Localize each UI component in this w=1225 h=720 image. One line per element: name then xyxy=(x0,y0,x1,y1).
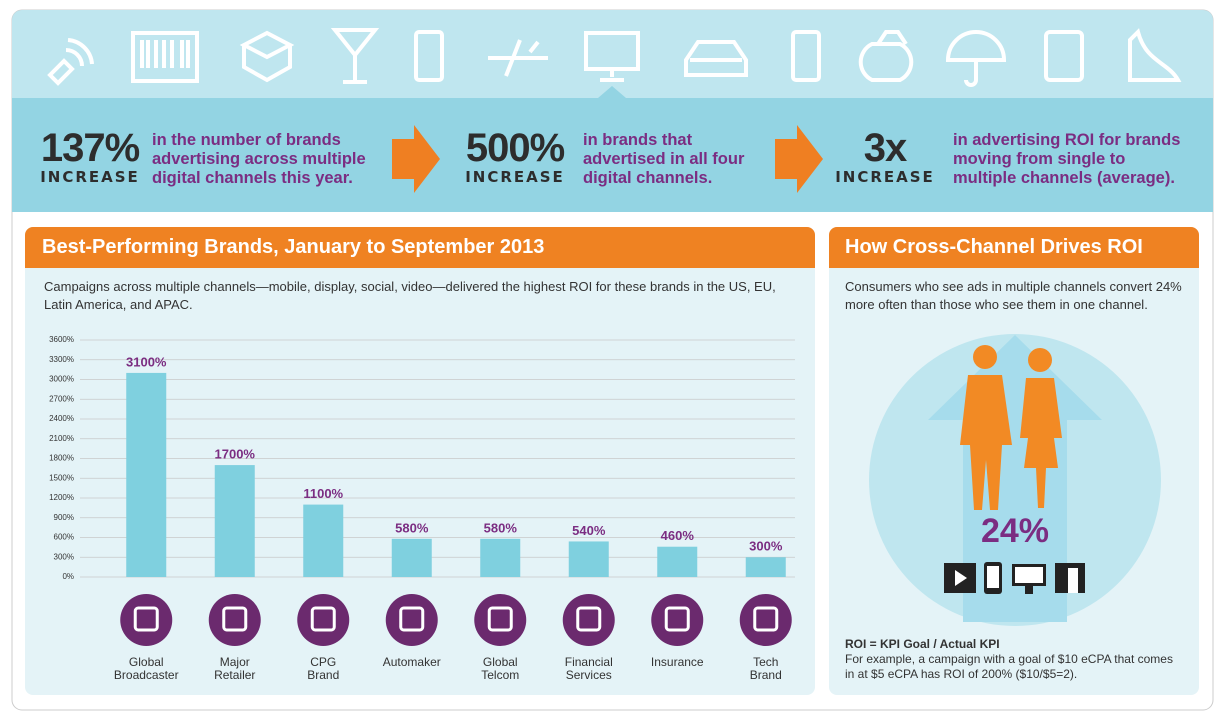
people xyxy=(960,345,1062,510)
category-icon xyxy=(385,594,438,646)
value-label: 1100% xyxy=(303,486,343,501)
right-panel-header xyxy=(829,227,1199,268)
stat-text: in the number of brands advertising acro… xyxy=(152,131,366,187)
left-panel-header xyxy=(25,227,815,268)
x-tick-label: Global Telcom xyxy=(481,655,520,682)
y-tick-label: 300% xyxy=(54,552,74,561)
category-icon xyxy=(120,594,173,646)
category-icon xyxy=(562,594,615,646)
category-icon xyxy=(651,594,704,646)
chart-title: Best-Performing Brands, January to Septe… xyxy=(42,236,545,258)
left-panel xyxy=(25,227,815,695)
stat-value: 3x xyxy=(863,126,908,170)
category-icon xyxy=(474,594,527,646)
bar xyxy=(657,546,698,577)
y-tick-label: 3300% xyxy=(49,355,74,364)
y-tick-label: 1500% xyxy=(49,473,74,482)
top-icons xyxy=(47,28,1182,87)
x-tick-label: Insurance xyxy=(650,655,704,669)
y-tick-label: 3000% xyxy=(49,375,74,384)
bar xyxy=(480,538,521,577)
value-label: 460% xyxy=(661,528,695,543)
chart-subtitle: Campaigns across multiple channels—mobil… xyxy=(44,279,776,312)
stat-value: 137% xyxy=(40,126,140,170)
y-tick-label: 0% xyxy=(62,572,74,581)
stat-label: INCREASE xyxy=(40,168,140,186)
value-label: 3100% xyxy=(126,354,167,369)
arrow xyxy=(775,125,823,193)
category-icon-glyph xyxy=(576,606,602,632)
category-icon-glyph xyxy=(664,606,690,632)
highlight: 24% xyxy=(980,512,1050,550)
x-tick-label: Global Broadcaster xyxy=(113,655,179,682)
category-icon-glyph xyxy=(753,606,779,632)
y-tick-label: 2100% xyxy=(49,434,74,443)
x-tick-label: CPG Brand xyxy=(307,655,340,682)
stat-label: INCREASE xyxy=(835,168,935,186)
category-icon-glyph xyxy=(399,606,425,632)
bar xyxy=(568,541,609,577)
value-label: 580% xyxy=(395,520,429,535)
panel-description: Consumers who see ads in multiple channe… xyxy=(845,279,1182,312)
channel-icon-details xyxy=(955,566,1078,593)
bar xyxy=(126,372,167,577)
y-tick-label: 2400% xyxy=(49,414,74,423)
category-icon xyxy=(739,594,792,646)
value-label: 540% xyxy=(572,523,606,538)
panel-title: How Cross-Channel Drives ROI xyxy=(845,236,1143,258)
stat-text: in advertising ROI for brands moving fro… xyxy=(953,131,1181,187)
stat-text: in brands that advertised in all four di… xyxy=(583,131,745,187)
x-tick-label: Tech Brand xyxy=(749,655,782,682)
y-tick-label: 2700% xyxy=(49,394,74,403)
stat-label: INCREASE xyxy=(465,168,565,186)
category-icon-glyph xyxy=(487,606,513,632)
y-tick-label: 1200% xyxy=(49,493,74,502)
value-label: 300% xyxy=(749,539,783,554)
bar xyxy=(214,465,255,577)
icon-band xyxy=(12,10,1213,98)
notch xyxy=(598,86,626,98)
y-tick-label: 3600% xyxy=(49,335,74,344)
value-label: 580% xyxy=(484,520,518,535)
category-icon-glyph xyxy=(133,606,159,632)
formula: ROI = KPI Goal / Actual KPI xyxy=(845,637,1000,651)
arrow xyxy=(392,125,440,193)
x-tick-label: Automaker xyxy=(382,655,441,669)
category-icon xyxy=(208,594,261,646)
bar xyxy=(745,557,786,577)
value-label: 1700% xyxy=(215,447,256,462)
y-tick-label: 600% xyxy=(54,533,74,542)
category-icon-glyph xyxy=(310,606,336,632)
stat-value: 500% xyxy=(465,126,565,170)
bar xyxy=(391,538,432,577)
bar xyxy=(303,504,344,577)
x-tick-label: Financial Services xyxy=(564,655,613,682)
y-tick-label: 1800% xyxy=(49,454,74,463)
y-tick-label: 900% xyxy=(54,513,74,522)
stats-band xyxy=(12,98,1213,212)
category-icon-glyph xyxy=(222,606,248,632)
category-icon xyxy=(297,594,350,646)
x-tick-label: Major Retailer xyxy=(214,655,256,682)
example: For example, a campaign with a goal of $… xyxy=(845,652,1173,681)
